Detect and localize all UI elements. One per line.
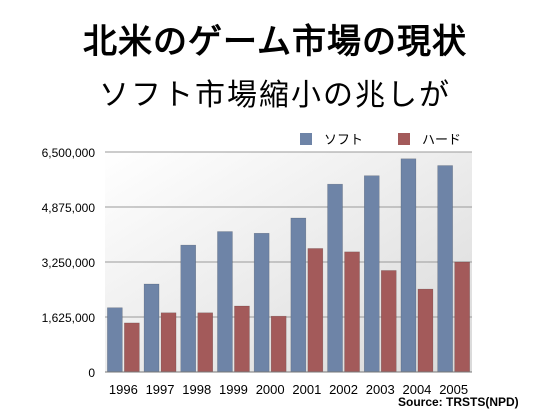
bar-software-1999 <box>217 231 233 373</box>
y-tick-label: 0 <box>88 366 95 380</box>
chart-legend: ソフト ハード <box>300 133 461 148</box>
y-tick-label: 6,500,000 <box>42 146 96 160</box>
bar-hardware-2005 <box>454 261 470 373</box>
x-tick-label: 2002 <box>329 382 358 397</box>
bar-hardware-2002 <box>344 251 360 373</box>
bar-hardware-2004 <box>417 288 434 373</box>
y-tick-label: 3,250,000 <box>42 256 96 270</box>
x-tick-label: 1996 <box>109 382 138 397</box>
bar-software-2005 <box>437 165 453 373</box>
bar-hardware-1999 <box>234 305 250 373</box>
bar-hardware-2001 <box>307 248 324 373</box>
x-tick-label: 2001 <box>292 382 321 397</box>
bar-software-2003 <box>364 175 380 373</box>
bar-software-1997 <box>143 283 160 373</box>
x-tick-label: 2000 <box>256 382 285 397</box>
legend-label: ハード <box>422 133 461 148</box>
bar-hardware-1996 <box>124 322 140 373</box>
y-tick-label: 1,625,000 <box>42 311 96 325</box>
bar-hardware-1997 <box>160 312 177 373</box>
bar-hardware-1998 <box>197 312 213 373</box>
page-subtitle: ソフト市場縮小の兆しが <box>99 78 451 113</box>
bar-software-2004 <box>400 158 417 373</box>
x-tick-label: 2005 <box>439 382 468 397</box>
legend-swatch <box>300 133 312 145</box>
page-title: 北米のゲーム市場の現状 <box>83 22 467 62</box>
x-tick-label: 1999 <box>219 382 248 397</box>
source-note: Source: TRSTS(NPD) <box>398 395 519 409</box>
y-tick-label: 4,875,000 <box>42 201 96 215</box>
bar-software-2000 <box>253 232 270 373</box>
bar-software-2001 <box>290 217 307 373</box>
bar-software-1998 <box>180 244 196 373</box>
bar-software-2002 <box>327 183 343 373</box>
legend-label: ソフト <box>324 133 363 148</box>
bar-hardware-2003 <box>381 270 397 373</box>
bar-software-1996 <box>107 307 123 373</box>
x-tick-label: 1998 <box>182 382 211 397</box>
x-tick-label: 2003 <box>366 382 395 397</box>
x-tick-label: 1997 <box>146 382 175 397</box>
legend-swatch <box>398 133 410 145</box>
x-tick-label: 2004 <box>402 382 431 397</box>
bar-hardware-2000 <box>270 315 287 373</box>
